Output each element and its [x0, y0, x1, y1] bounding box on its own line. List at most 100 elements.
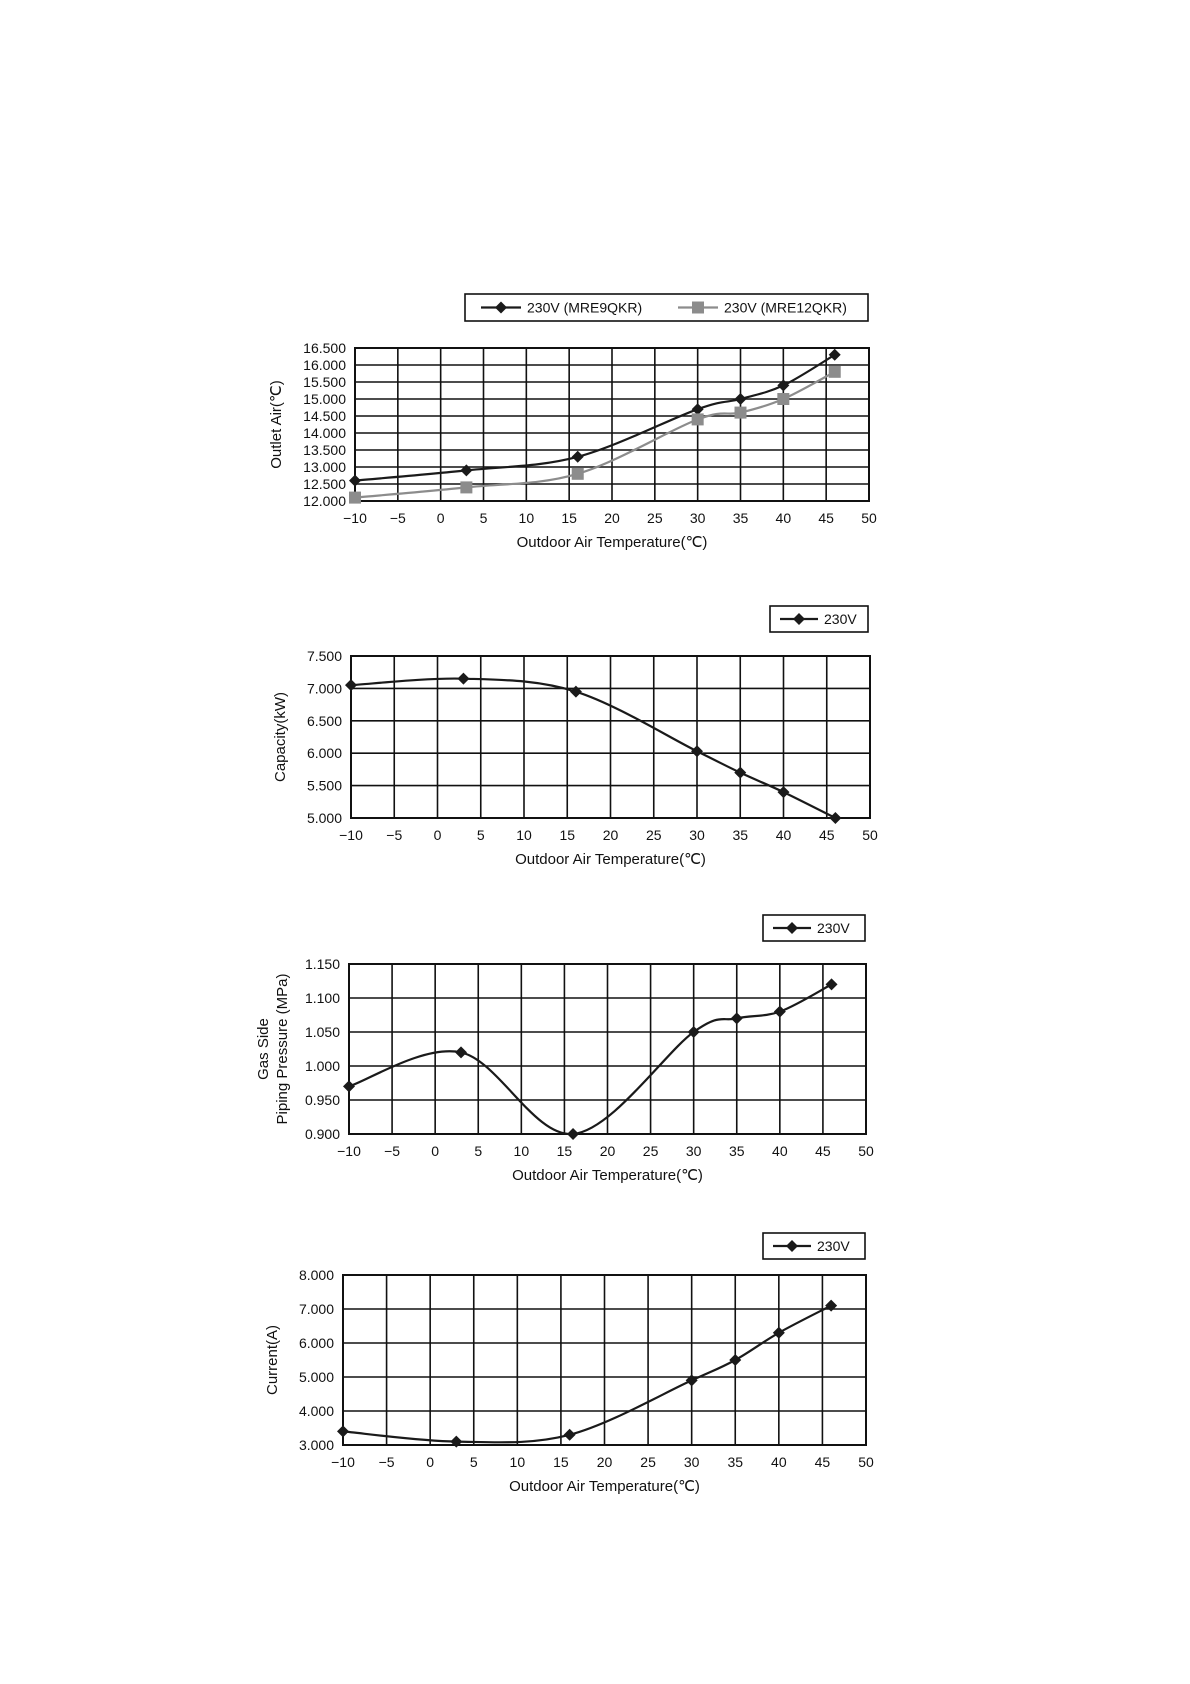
- data-point: [455, 1046, 468, 1059]
- data-point: [567, 1128, 580, 1140]
- x-tick-label: −10: [331, 1454, 355, 1470]
- x-tick-label: 40: [772, 1143, 788, 1159]
- y-tick-label: 6.000: [307, 745, 342, 761]
- x-tick-label: 35: [727, 1454, 743, 1470]
- legend-label: 230V (MRE9QKR): [527, 300, 642, 316]
- x-axis-label: Outdoor Air Temperature(℃): [517, 534, 708, 551]
- x-axis-label: Outdoor Air Temperature(℃): [509, 1478, 700, 1495]
- y-tick-label: 1.100: [305, 990, 340, 1006]
- legend-diamond-marker-icon: [793, 613, 805, 625]
- chart-3: −10 −5 0 5 10 15 20 25 30 35 40 45 50 0.900 0.950 1.000…: [255, 914, 874, 1184]
- data-point: [777, 379, 790, 392]
- x-tick-label: 20: [603, 827, 619, 843]
- y-tick-label: 12.500: [303, 476, 346, 492]
- legend-label: 230V: [817, 1238, 850, 1254]
- x-tick-label: 0: [431, 1143, 439, 1159]
- data-point: [571, 467, 584, 480]
- data-point: [345, 679, 357, 692]
- data-point: [691, 745, 703, 758]
- data-point: [825, 978, 838, 991]
- y-axis-label: Capacity(kW): [272, 692, 289, 782]
- legend-diamond-marker-icon: [786, 1240, 798, 1252]
- data-point: [687, 1026, 700, 1038]
- data-point: [734, 406, 747, 419]
- x-tick-label: 0: [434, 827, 442, 843]
- legend-label: 230V: [824, 611, 857, 627]
- y-tick-label: 5.500: [307, 778, 342, 794]
- x-tick-label: 30: [684, 1454, 700, 1470]
- x-tick-label: 5: [470, 1454, 478, 1470]
- y-tick-label: 7.500: [307, 648, 342, 664]
- y-tick-label: 12.000: [303, 493, 346, 509]
- data-point: [691, 413, 704, 426]
- x-tick-label: 25: [647, 510, 663, 526]
- series-line-1: [354, 353, 836, 482]
- data-point: [691, 403, 704, 416]
- legend: 230V: [762, 1232, 866, 1260]
- y-axis-label-line-2: Piping Pressure (MPa): [274, 974, 291, 1125]
- legend: 230V (MRE9QKR) 230V (MRE12QKR): [464, 293, 869, 322]
- y-axis-label: Outlet Air(℃): [268, 380, 285, 469]
- x-tick-label: 15: [553, 1454, 569, 1470]
- y-tick-label: 1.050: [305, 1024, 340, 1040]
- data-point: [569, 685, 582, 698]
- plot-frame: [348, 963, 867, 1135]
- legend-box: [464, 293, 869, 322]
- x-tick-label: 20: [604, 510, 620, 526]
- legend-square-marker-icon: [692, 301, 704, 314]
- x-tick-label: 45: [815, 1143, 831, 1159]
- y-tick-label: 1.150: [305, 956, 340, 972]
- x-tick-label: 10: [514, 1143, 530, 1159]
- data-point: [730, 1012, 743, 1025]
- y-tick-label: 5.000: [299, 1369, 334, 1385]
- x-tick-label: 35: [733, 510, 749, 526]
- legend: 230V: [762, 914, 866, 942]
- x-tick-label: −5: [390, 510, 406, 526]
- x-tick-label: 30: [689, 827, 705, 843]
- y-tick-label: 7.000: [307, 680, 342, 696]
- x-tick-label: 15: [557, 1143, 573, 1159]
- chart-4: −10 −5 0 5 10 15 20 25 30 35 40 45 50 3.000 4.000 5.000…: [264, 1232, 874, 1495]
- y-tick-label: 0.900: [305, 1126, 340, 1142]
- data-point: [343, 1080, 355, 1093]
- x-tick-label: 5: [477, 827, 485, 843]
- y-axis-label: Current(A): [264, 1325, 281, 1395]
- y-tick-label: 8.000: [299, 1267, 334, 1283]
- x-tick-label: 0: [426, 1454, 434, 1470]
- x-tick-label: 0: [437, 510, 445, 526]
- x-tick-label: −5: [384, 1143, 400, 1159]
- chart-2: −10 −5 0 5 10 15 20 25 30 35 40 45 50 5.000 5.500 6.000…: [272, 605, 878, 868]
- data-point: [777, 393, 790, 405]
- x-tick-label: 50: [858, 1454, 874, 1470]
- data-point: [734, 766, 747, 779]
- x-tick-label: 10: [510, 1454, 526, 1470]
- data-point: [460, 481, 473, 494]
- x-tick-label: 45: [815, 1454, 831, 1470]
- y-tick-label: 0.950: [305, 1092, 340, 1108]
- series-line-1: [350, 677, 836, 819]
- x-tick-label: 25: [643, 1143, 659, 1159]
- x-tick-label: −10: [337, 1143, 361, 1159]
- series-line-1: [342, 1304, 832, 1444]
- x-tick-label: 25: [646, 827, 662, 843]
- data-point: [772, 1326, 785, 1339]
- x-tick-label: 5: [474, 1143, 482, 1159]
- y-tick-label: 1.000: [305, 1058, 340, 1074]
- data-point: [734, 393, 747, 405]
- x-tick-label: 25: [640, 1454, 656, 1470]
- x-tick-label: −5: [386, 827, 402, 843]
- data-point: [460, 464, 473, 477]
- x-tick-label: −10: [343, 510, 367, 526]
- series-line-2: [354, 370, 836, 499]
- y-tick-label: 3.000: [299, 1437, 334, 1453]
- data-point: [337, 1425, 349, 1438]
- x-tick-label: 35: [732, 827, 748, 843]
- data-point: [450, 1435, 463, 1448]
- data-point: [777, 786, 790, 799]
- plot-frame: [354, 347, 870, 502]
- legend-label: 230V (MRE12QKR): [724, 300, 847, 316]
- x-axis-label: Outdoor Air Temperature(℃): [512, 1167, 703, 1184]
- y-tick-label: 6.500: [307, 713, 342, 729]
- x-tick-label: 10: [519, 510, 535, 526]
